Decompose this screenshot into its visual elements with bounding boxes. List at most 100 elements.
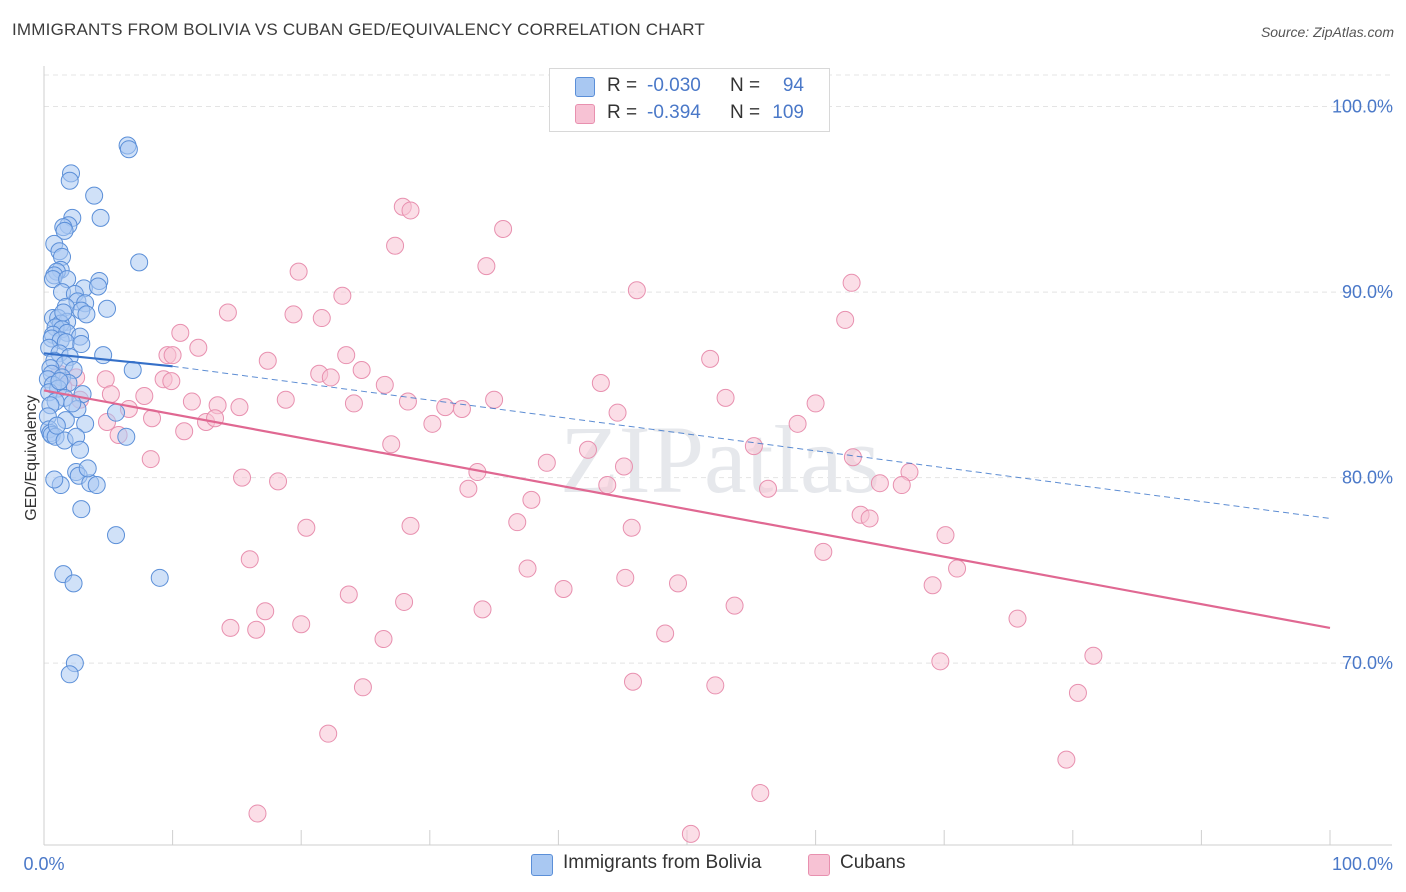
cuban-point (1068, 683, 1087, 702)
legend-r-label: R = (607, 75, 638, 96)
cuban-point (135, 386, 154, 405)
cuban-point (240, 550, 259, 569)
cuban-point (843, 448, 862, 467)
cuban-point (297, 518, 316, 537)
bolivia-swatch (531, 854, 553, 876)
bolivia-trend-line (43, 352, 173, 368)
cuban-point (401, 516, 420, 535)
cuban-point (806, 394, 825, 413)
watermark: ZIPatlas (560, 406, 880, 513)
cuban-point (374, 630, 393, 649)
cuban-point (248, 804, 267, 823)
cuban-point (382, 435, 401, 454)
cuban-point (395, 592, 414, 611)
cuban-point (233, 468, 252, 487)
cuban-swatch (808, 854, 830, 876)
cuban-point (339, 585, 358, 604)
cuban-point (623, 672, 642, 691)
cuban-point (518, 559, 537, 578)
bolivia-point (50, 372, 69, 391)
cuban-point (289, 262, 308, 281)
y-tick-label: 80.0% (1342, 468, 1393, 488)
cuban-point (459, 479, 478, 498)
legend-n-value: 94 (782, 75, 804, 96)
legend-r-label: R = (607, 102, 638, 123)
cuban-point (1057, 750, 1076, 769)
cuban-point (353, 678, 372, 697)
cuban-point (312, 309, 331, 328)
cuban-point (1084, 646, 1103, 665)
cuban-point (836, 310, 855, 329)
cuban-point (522, 490, 541, 509)
cuban-point (473, 600, 492, 619)
cuban-point (319, 724, 338, 743)
cuban-point (608, 403, 627, 422)
cuban-point (386, 236, 405, 255)
cuban-point (578, 440, 597, 459)
legend-r-value: -0.394 (647, 102, 701, 123)
cuban-point (936, 526, 955, 545)
cuban-point (321, 368, 340, 387)
y-axis-label: GED/Equivalency (23, 395, 40, 520)
cuban-point (892, 476, 911, 495)
cuban-point (622, 518, 641, 537)
bolivia-point (64, 574, 83, 593)
bolivia-point (98, 299, 117, 318)
cuban-point (494, 220, 513, 238)
cuban-point (218, 303, 237, 322)
y-tick-label: 70.0% (1342, 653, 1393, 673)
bolivia-point (78, 459, 97, 478)
cuban-point (627, 281, 646, 300)
cuban-point (175, 422, 194, 441)
cuban-point (598, 476, 617, 495)
cuban-point (923, 576, 942, 595)
cuban-point (352, 361, 371, 380)
cuban-point (842, 273, 861, 292)
legend-label-cuban: Cubans (840, 852, 906, 873)
chart-title: IMMIGRANTS FROM BOLIVIA VS CUBAN GED/EQU… (12, 20, 706, 39)
cuban-point (452, 399, 471, 418)
cuban-point (256, 602, 275, 621)
cuban-point (333, 286, 352, 305)
cuban-point (182, 392, 201, 411)
cuban-point (744, 437, 763, 456)
cuban-point (870, 474, 889, 493)
grid-lines (44, 74, 1392, 664)
cuban-point (101, 385, 120, 404)
cuban-point (616, 568, 635, 587)
bolivia-point (94, 346, 113, 365)
bolivia-point (72, 500, 91, 519)
bolivia-point (107, 526, 126, 545)
cuban-point (537, 453, 556, 472)
bolivia-point (91, 208, 110, 227)
cuban-point (668, 574, 687, 593)
cuban-trend-line (43, 389, 1331, 629)
trend-lines (43, 352, 1331, 629)
bolivia-point (60, 171, 79, 190)
cuban-point (485, 390, 504, 409)
bolivia-trend-dashed (172, 365, 1331, 519)
cuban-point (162, 372, 181, 391)
cuban-point (292, 615, 311, 634)
bolivia-point (76, 414, 95, 433)
cuban-point (375, 375, 394, 394)
cuban-point (221, 618, 240, 637)
stats-legend: R = -0.030 N = 94 R = -0.394 N = 109 (549, 68, 830, 132)
cuban-point (398, 392, 417, 411)
y-tick-label: 100.0% (1332, 97, 1393, 117)
cuban-point (258, 351, 277, 370)
cuban-point (948, 559, 967, 578)
bolivia-point (54, 303, 73, 322)
cuban-point (247, 620, 266, 639)
cuban-point (759, 479, 778, 498)
cuban-point (344, 394, 363, 413)
cuban-point (788, 414, 807, 433)
cuban-point (401, 201, 420, 220)
cuban-point (141, 450, 160, 469)
bolivia-point (123, 361, 142, 380)
bolivia-point (45, 470, 64, 489)
bolivia-point (117, 427, 136, 446)
tick-labels: 70.0% 80.0% 90.0% 100.0% 0.0% 100.0% (23, 97, 1393, 874)
bolivia-point (150, 568, 169, 587)
